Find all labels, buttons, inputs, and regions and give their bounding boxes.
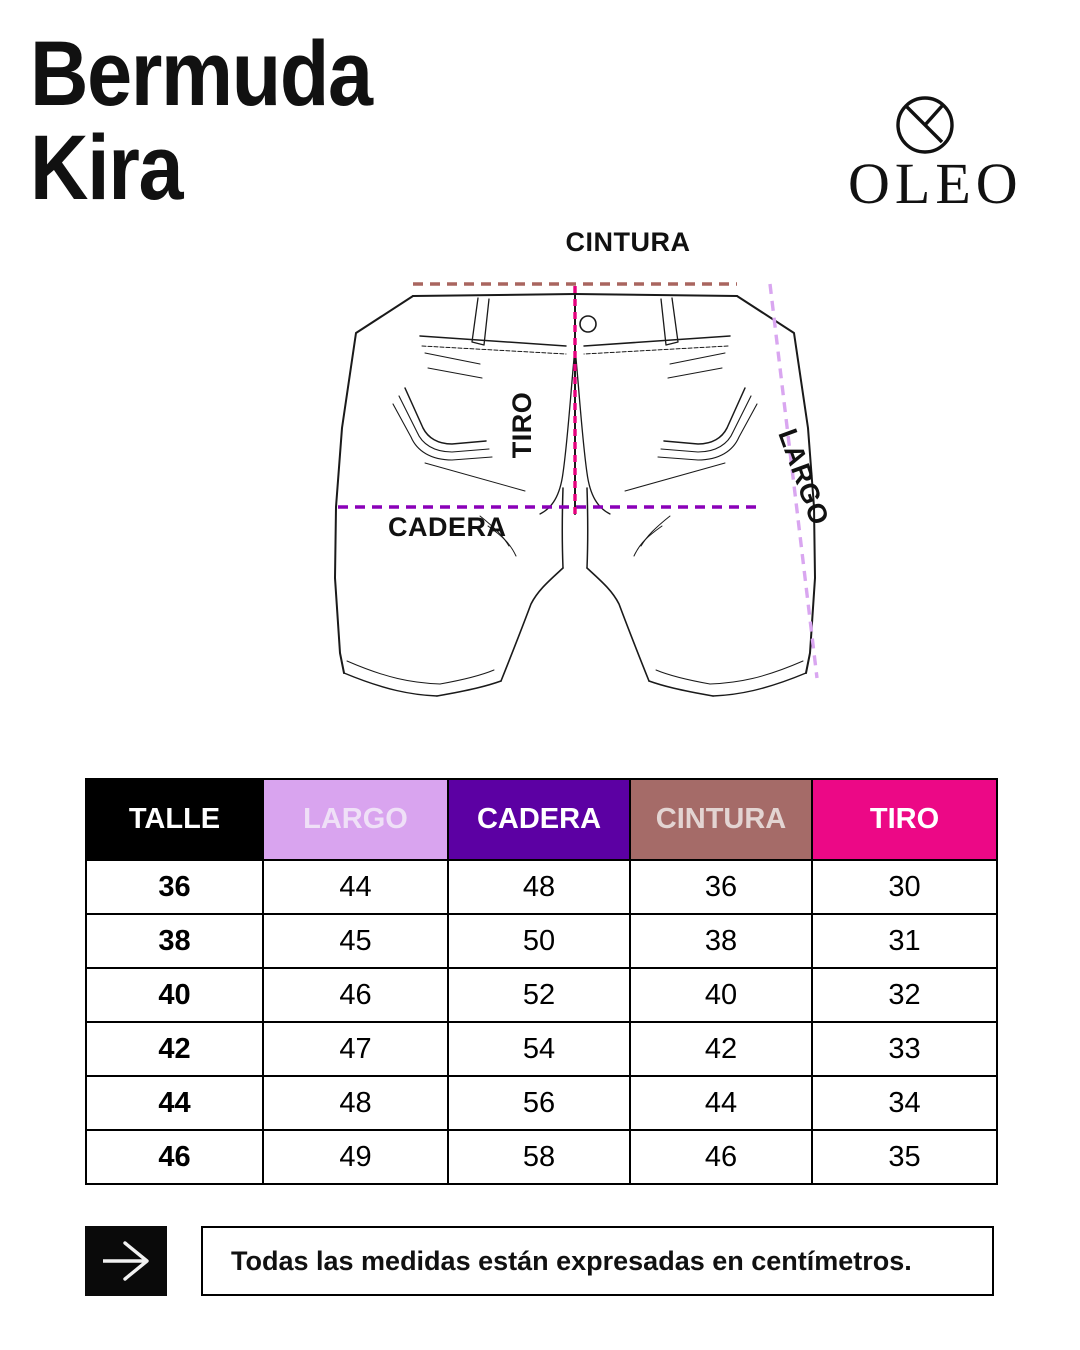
svg-text:TIRO: TIRO: [507, 392, 537, 459]
svg-text:CINTURA: CINTURA: [566, 227, 691, 257]
svg-text:LARGO: LARGO: [772, 425, 834, 529]
svg-text:CADERA: CADERA: [388, 512, 507, 542]
